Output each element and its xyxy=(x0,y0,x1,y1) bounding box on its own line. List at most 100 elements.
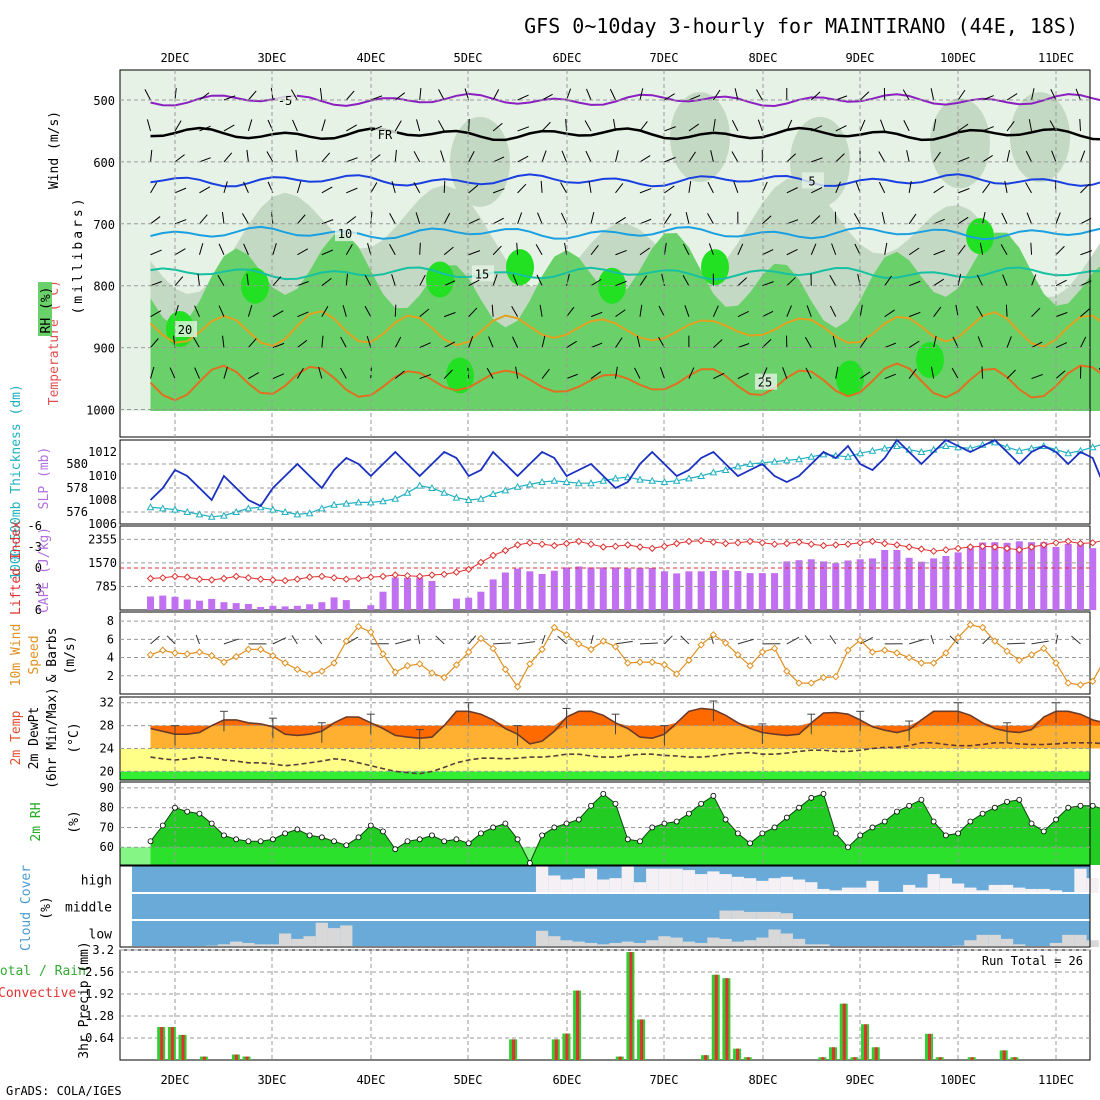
upper-wind-barb xyxy=(906,150,910,163)
thickness-point xyxy=(342,499,351,507)
upper-wind-barb xyxy=(150,366,155,379)
upper-wind-barb xyxy=(976,305,984,317)
rh2m-point xyxy=(526,860,533,866)
upper-wind-barb xyxy=(223,95,236,101)
rh2m-point xyxy=(857,832,864,839)
wind-speed-point xyxy=(391,668,399,676)
upper-wind-barb xyxy=(639,155,651,163)
thickness-point xyxy=(330,500,338,508)
lifted-index-axis-label: Lifted Index xyxy=(9,521,24,615)
wind-speed-point xyxy=(746,662,754,670)
cape-bar xyxy=(599,567,607,610)
lifted-index-point xyxy=(281,576,289,585)
cloud-bar xyxy=(682,941,696,947)
rh2m-point xyxy=(698,800,705,807)
cape-bar xyxy=(538,574,546,610)
cape-bar xyxy=(403,577,411,610)
upper-wind-barb xyxy=(908,180,912,193)
top-day-label: 9DEC xyxy=(846,51,875,65)
cape-bar xyxy=(171,596,179,610)
cloud-bar xyxy=(1000,884,1014,893)
wind-panel: 2 4 6 8 xyxy=(107,611,1100,695)
upper-wind-barb xyxy=(609,88,616,101)
lifted-index-point xyxy=(391,571,399,579)
wind-speed-point xyxy=(1015,656,1023,664)
temp-axis-label-a: 2m Temp xyxy=(9,710,24,765)
wind-speed-point xyxy=(452,661,461,669)
upper-wind-barb xyxy=(1001,212,1008,225)
cape-bar xyxy=(379,591,387,610)
rh2m-point xyxy=(845,844,851,851)
rh2m-point xyxy=(416,836,423,843)
surface-wind-barb xyxy=(737,638,754,645)
cape-bar xyxy=(281,606,289,610)
upper-wind-barb xyxy=(199,186,211,194)
cape-bar xyxy=(881,550,889,610)
upper-wind-barb xyxy=(884,242,888,255)
upper-wind-barb xyxy=(437,120,445,132)
lifted-index-point xyxy=(1064,537,1072,546)
precip-convective-bar xyxy=(170,1027,174,1060)
upper-wind-barb xyxy=(468,250,481,256)
upper-wind-barb xyxy=(517,183,527,194)
thickness-point xyxy=(795,455,803,463)
cloud-bar xyxy=(695,874,708,893)
upper-wind-barb xyxy=(831,243,837,255)
pressure-tick: 700 xyxy=(93,218,115,232)
cloud-bar xyxy=(303,936,316,947)
wind-speed-point xyxy=(220,658,228,666)
upper-wind-barb xyxy=(933,119,937,132)
thickness-point xyxy=(782,456,791,464)
cloud-bar xyxy=(964,887,977,893)
precip-convective-bar xyxy=(725,978,729,1060)
upper-wind-barb xyxy=(933,306,942,317)
upper-wind-barb xyxy=(150,182,158,194)
lifted-index-point xyxy=(232,572,240,581)
upper-wind-barb xyxy=(688,367,695,379)
upper-wind-barb xyxy=(272,373,285,380)
cloud-bar xyxy=(279,933,292,947)
top-day-label: 7DEC xyxy=(650,51,679,65)
lifted-index-point xyxy=(868,537,877,546)
rh2m-point xyxy=(991,804,998,811)
upper-y-labels: Wind (m/s) Temperature (°C) (millibars) … xyxy=(38,111,86,405)
upper-wind-barb xyxy=(908,247,920,256)
cape-bar xyxy=(734,571,742,610)
cloud-bar xyxy=(597,879,610,893)
precip-convective-bar xyxy=(576,990,580,1060)
wind-speed-point xyxy=(978,623,987,632)
cloud-bar xyxy=(695,942,708,947)
lifted-index-point xyxy=(550,541,559,550)
cape-bar xyxy=(1064,544,1072,610)
upper-wind-barb xyxy=(982,154,993,163)
precip-tick: 1.28 xyxy=(85,1009,114,1023)
cloud-bar xyxy=(1037,888,1050,893)
upper-wind-barb xyxy=(1080,183,1090,194)
precip-convective-bar xyxy=(554,1039,558,1060)
upper-wind-barb xyxy=(737,372,749,379)
rh2m-point xyxy=(759,830,766,837)
upper-wind-barb xyxy=(908,340,920,349)
wind-speed-point xyxy=(379,650,387,658)
rh2m-point xyxy=(294,826,301,833)
upper-wind-barb xyxy=(394,120,402,132)
upper-wind-barb xyxy=(976,274,984,286)
lifted-index-point xyxy=(844,540,852,548)
precip-convective-bar xyxy=(245,1056,249,1060)
upper-wind-barb xyxy=(810,91,821,101)
surface-wind-barb xyxy=(590,634,594,645)
upper-wind-barb xyxy=(659,367,665,379)
cloud-bar xyxy=(792,938,806,947)
thickness-point xyxy=(660,477,669,485)
slp-tick: 1006 xyxy=(88,517,117,531)
rh2m-point xyxy=(1053,816,1059,823)
rh2m-point xyxy=(1089,802,1096,809)
upper-wind-barb xyxy=(1000,244,1008,255)
cloud-bar xyxy=(939,878,952,893)
surface-wind-barb xyxy=(493,642,512,645)
cloud-bar xyxy=(951,883,965,893)
upper-wind-barb xyxy=(639,121,648,132)
slp-tick: 1008 xyxy=(88,493,117,507)
thickness-point xyxy=(195,510,204,518)
upper-wind-barb xyxy=(586,88,592,101)
